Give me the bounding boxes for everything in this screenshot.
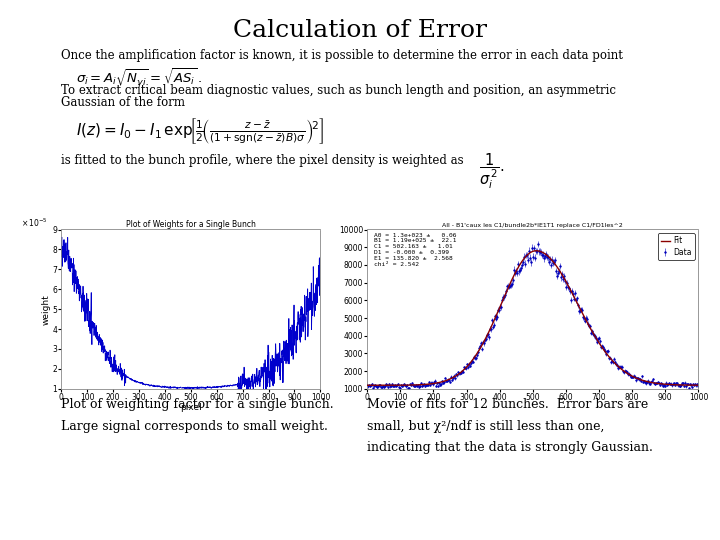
Text: is fitted to the bunch profile, where the pixel density is weighted as: is fitted to the bunch profile, where th… — [61, 154, 464, 167]
Fit — [397, 382, 405, 388]
Title: All - B1'caux les C1/bundle2b*IE1T1 replace C1/FD1les^2: All - B1'caux les C1/bundle2b*IE1T1 repl… — [442, 222, 624, 228]
Text: Calculation of Error: Calculation of Error — [233, 19, 487, 42]
Text: A0 = 1.3e+023 ±   0.06
B1 = 1.19e+025 ±  22.1
C1 = 502.163 ±   1.01
D1 = -0.000 : A0 = 1.3e+023 ± 0.06 B1 = 1.19e+025 ± 22… — [374, 233, 456, 267]
Fit — [621, 369, 630, 376]
Text: $\sigma_i = A_i\sqrt{N_{\gamma i}} = \sqrt{AS_i}\,.$: $\sigma_i = A_i\sqrt{N_{\gamma i}} = \sq… — [76, 67, 202, 90]
X-axis label: pixel: pixel — [180, 403, 202, 413]
Text: Gaussian of the form: Gaussian of the form — [61, 96, 185, 109]
Text: Large signal corresponds to small weight.: Large signal corresponds to small weight… — [61, 420, 328, 433]
Y-axis label: weight: weight — [42, 294, 51, 325]
Fit — [590, 333, 599, 340]
Title: Plot of Weights for a Single Bunch: Plot of Weights for a Single Bunch — [126, 220, 256, 229]
Fit — [363, 382, 372, 388]
Text: Movie of fits for 12 bunches.  Error bars are: Movie of fits for 12 bunches. Error bars… — [367, 398, 649, 411]
Text: $I(z) = I_0 - I_1\,\mathrm{exp}\!\left[\frac{1}{2}\!\left(\frac{z-\bar{z}}{(1+\m: $I(z) = I_0 - I_1\,\mathrm{exp}\!\left[\… — [76, 116, 324, 146]
Fit — [694, 382, 703, 388]
Text: $\dfrac{1}{\sigma_i^{\,2}}$.: $\dfrac{1}{\sigma_i^{\,2}}$. — [479, 151, 505, 191]
Fit — [627, 373, 636, 379]
Text: $\times\,10^{-5}$: $\times\,10^{-5}$ — [21, 217, 48, 229]
Legend: Fit, Data: Fit, Data — [658, 233, 695, 260]
Fit — [532, 247, 541, 254]
Line: Fit: Fit — [367, 251, 698, 385]
Text: Once the amplification factor is known, it is possible to determine the error in: Once the amplification factor is known, … — [61, 49, 623, 62]
Fit — [497, 301, 505, 307]
Text: indicating that the data is strongly Gaussian.: indicating that the data is strongly Gau… — [367, 441, 653, 454]
Text: small, but χ²/ndf is still less than one,: small, but χ²/ndf is still less than one… — [367, 420, 605, 433]
Fit — [509, 274, 518, 280]
Text: To extract critical beam diagnostic values, such as bunch length and position, a: To extract critical beam diagnostic valu… — [61, 84, 616, 97]
Text: Plot of weighting factor for a single bunch.: Plot of weighting factor for a single bu… — [61, 398, 334, 411]
